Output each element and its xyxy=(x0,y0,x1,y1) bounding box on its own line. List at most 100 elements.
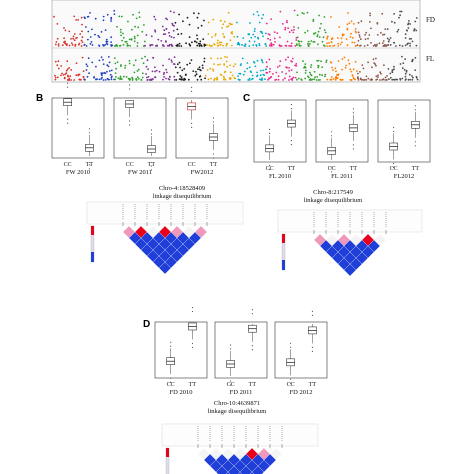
snp-point xyxy=(171,61,173,63)
snp-point xyxy=(63,41,65,44)
boxplot-outlier xyxy=(129,124,131,126)
boxplot-outlier xyxy=(290,140,293,142)
snp-point xyxy=(141,76,144,79)
boxplot-outlier xyxy=(290,378,292,380)
snp-point xyxy=(120,15,123,18)
snp-point xyxy=(117,77,120,80)
snp-point xyxy=(146,79,149,81)
snp-point xyxy=(174,66,177,69)
snp-point xyxy=(250,36,253,39)
snp-point xyxy=(178,45,181,47)
boxplot-outlier xyxy=(269,164,271,166)
snp-point xyxy=(196,78,199,81)
snp-point xyxy=(140,79,143,81)
snp-point xyxy=(203,60,206,63)
snp-point xyxy=(340,37,343,40)
snp-point xyxy=(187,78,190,81)
snp-point xyxy=(244,43,247,46)
boxplot-outlier xyxy=(331,167,333,169)
snp-point xyxy=(80,45,83,47)
snp-point xyxy=(337,45,340,47)
snp-point xyxy=(298,43,300,45)
boxplot-outlier xyxy=(67,82,69,84)
snp-point xyxy=(147,68,150,70)
snp-point xyxy=(312,18,315,21)
snp-point xyxy=(409,42,411,45)
snp-point xyxy=(363,78,366,81)
snp-point xyxy=(95,78,97,81)
boxplot-outlier xyxy=(352,112,355,114)
snp-point xyxy=(267,37,269,40)
snp-point xyxy=(196,34,198,37)
snp-point xyxy=(134,25,137,28)
boxplot-outlier xyxy=(129,120,131,122)
snp-point xyxy=(183,68,186,70)
snp-point xyxy=(304,31,306,34)
snp-point xyxy=(86,15,89,18)
snp-point xyxy=(162,45,165,47)
snp-point xyxy=(118,15,121,18)
snp-point xyxy=(284,28,286,31)
group-label-tt: TT xyxy=(288,166,296,172)
snp-point xyxy=(279,45,282,47)
snp-point xyxy=(229,64,232,67)
snp-point xyxy=(307,42,309,45)
snp-point xyxy=(312,41,315,43)
snp-point xyxy=(256,71,258,74)
snp-point xyxy=(154,66,156,69)
boxplot-outlier xyxy=(414,141,417,143)
snp-point xyxy=(334,67,337,70)
snp-point xyxy=(122,44,125,46)
snp-point xyxy=(332,45,334,47)
snp-point xyxy=(259,74,262,77)
group-label-cc: CC xyxy=(188,162,196,168)
snp-point xyxy=(219,43,222,46)
snp-point xyxy=(100,56,103,59)
snp-point xyxy=(188,23,191,26)
snp-point xyxy=(409,78,411,81)
snp-point xyxy=(288,45,290,47)
snp-point xyxy=(200,78,203,81)
snp-point xyxy=(165,28,168,30)
snp-point xyxy=(405,29,408,32)
snp-point xyxy=(269,67,271,70)
boxplot-outlier xyxy=(67,86,69,88)
snp-point xyxy=(212,70,215,72)
snp-point xyxy=(72,35,75,38)
snp-point xyxy=(314,76,316,78)
snp-point xyxy=(213,43,215,45)
ld-header xyxy=(161,423,319,447)
snp-point xyxy=(154,76,156,78)
snp-point xyxy=(368,34,371,36)
snp-point xyxy=(314,32,317,34)
snp-point xyxy=(248,79,251,81)
snp-point xyxy=(357,31,360,34)
boxplot-outlier xyxy=(88,128,91,130)
snp-point xyxy=(113,13,116,16)
snp-point xyxy=(276,66,279,68)
snp-point xyxy=(168,31,170,34)
ld-cell xyxy=(215,465,229,474)
boxplot-outlier xyxy=(251,309,254,311)
snp-point xyxy=(173,56,176,58)
snp-point xyxy=(286,21,288,24)
snp-point xyxy=(222,33,225,35)
snp-point xyxy=(285,72,287,75)
snp-point xyxy=(141,72,144,75)
snp-point xyxy=(341,41,343,44)
snp-point xyxy=(232,65,235,68)
snp-point xyxy=(137,26,140,29)
snp-point xyxy=(225,44,228,47)
snp-point xyxy=(142,62,145,65)
snp-point xyxy=(85,69,88,71)
snp-point xyxy=(384,79,386,81)
snp-point xyxy=(376,22,379,25)
snp-point xyxy=(367,37,369,40)
snp-point xyxy=(192,70,195,72)
snp-point xyxy=(365,31,368,34)
snp-point xyxy=(91,44,94,46)
snp-point xyxy=(400,10,403,13)
snp-point xyxy=(337,42,339,45)
boxplot-frame xyxy=(274,321,328,379)
